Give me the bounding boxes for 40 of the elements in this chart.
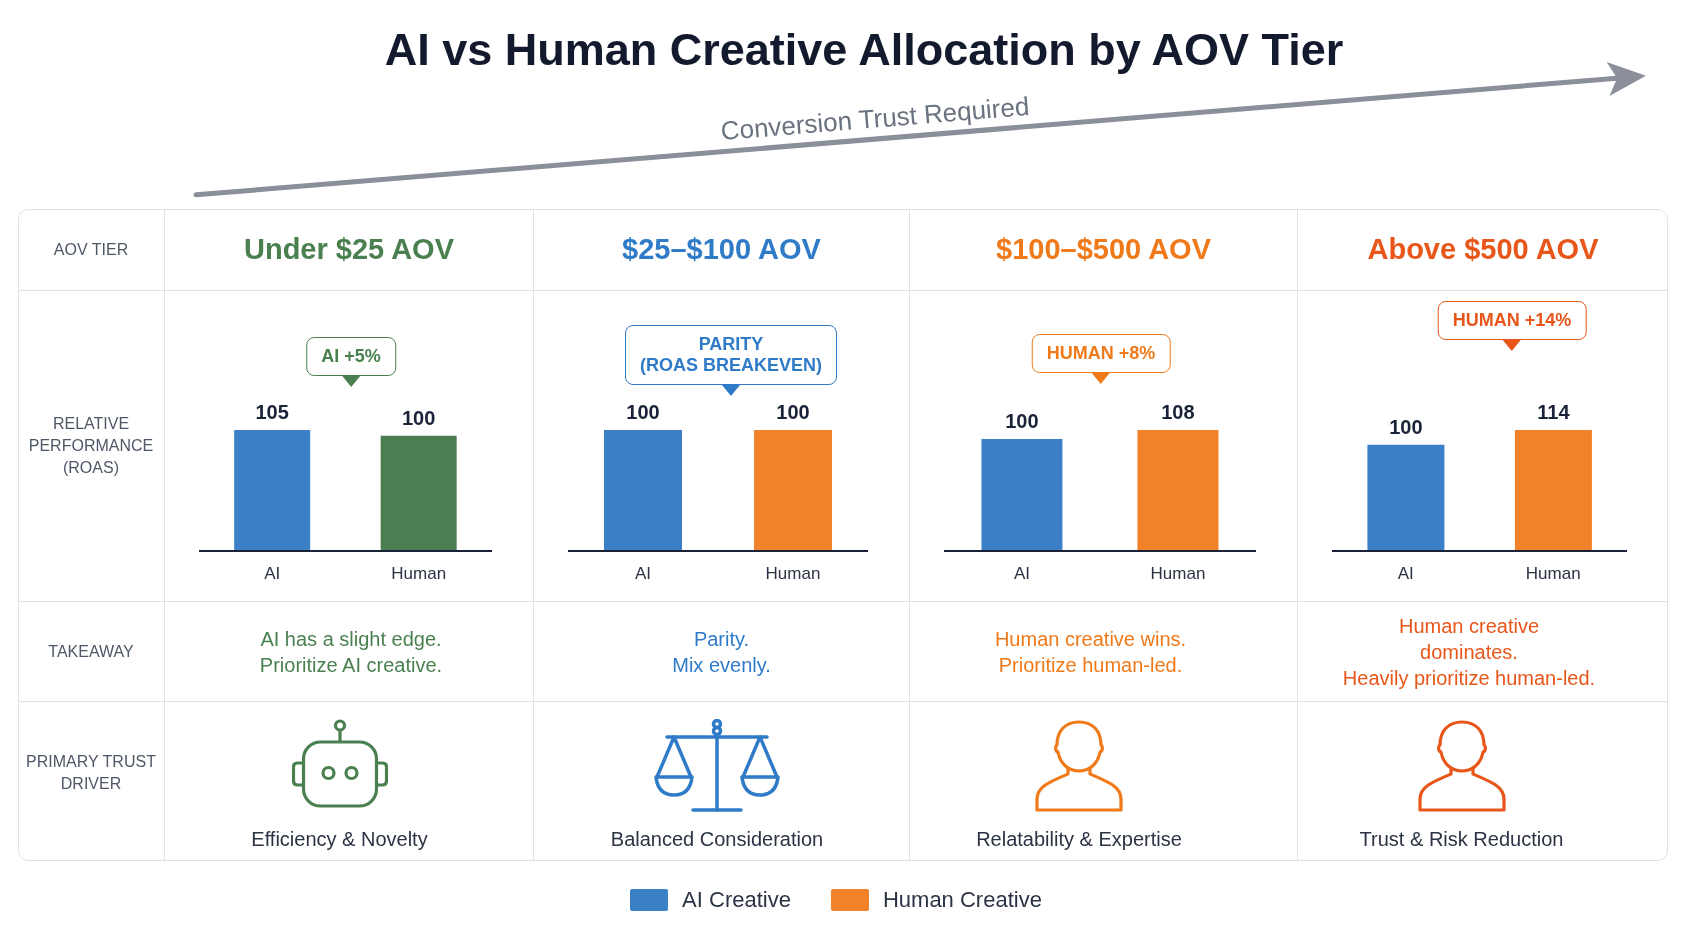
x-tick-label: AI [634,563,652,583]
text: HUMAN +8% [1031,334,1171,373]
x-tick-label: Human [391,563,447,583]
x-tick-label: AI [1397,563,1414,583]
chart-title: $100–$500 AOV [996,233,1211,266]
data-label: 108 [1161,400,1195,423]
text: PRIMARY TRUST DRIVER [26,751,156,794]
x-tick-label: AI [264,563,281,583]
text: Efficiency & Novelty [251,828,428,851]
text: HUMAN +14% [1437,301,1587,340]
x-tick-label: Human [1150,563,1206,583]
text: TAKEAWAY [48,641,134,662]
data-label: 114 [1537,400,1571,423]
text: PARITY (ROAS BREAKEVEN) [624,325,838,385]
x-tick-label: AI [1013,563,1031,583]
text: AI +5% [306,337,396,376]
data-label: 105 [255,400,289,423]
data-label: 100 [401,406,436,429]
x-tick-label: Human [1525,563,1581,583]
x-tick-label: Human [765,563,821,583]
legend-label: AI Creative [682,887,791,913]
text: Conversion Trust Required [719,90,1031,148]
data-label: 100 [626,400,660,423]
legend-label: Human Creative [882,887,1042,913]
chart-title: Under $25 AOV [243,233,455,266]
text: Balanced Consideration [610,828,824,851]
text: AI has a slight edge. Prioritize AI creative. [259,626,443,678]
chart-title: $25–$100 AOV [622,233,821,266]
text: Relatability & Expertise [976,828,1182,851]
data-label: 100 [1005,409,1039,432]
data-label: 100 [1389,415,1423,438]
text: Human creative wins. Prioritize human-led. [994,626,1187,678]
text: RELATIVE PERFORMANCE (ROAS) [28,414,154,478]
text: Parity. Mix evenly. [672,626,771,678]
text: Human creative dominates. Heavily prioritize human-led. [1342,613,1596,691]
chart-title: Above $500 AOV [1367,233,1599,266]
text: Trust & Risk Reduction [1359,828,1564,851]
data-label: 100 [776,400,810,423]
text: AI vs Human Creative Allocation by AOV Tier [384,24,1344,75]
text: AOV TIER [53,239,129,260]
